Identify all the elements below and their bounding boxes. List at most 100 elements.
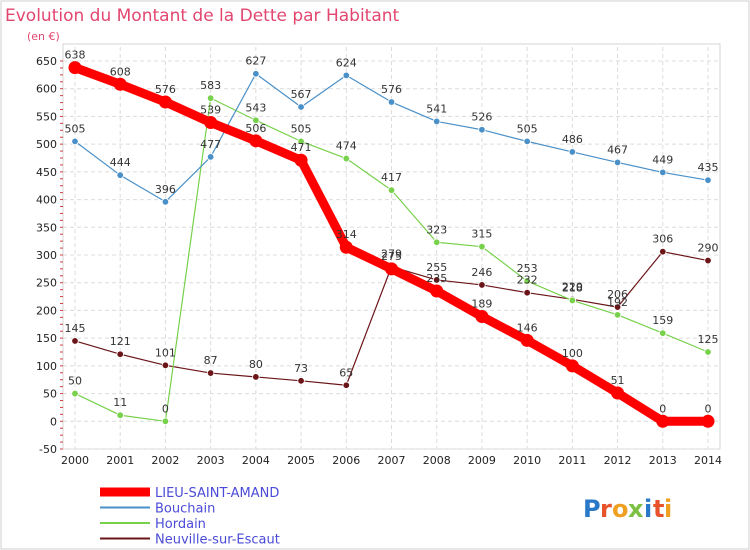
data-point <box>704 256 712 265</box>
logo-letter: i <box>644 495 652 523</box>
data-point <box>206 94 215 102</box>
data-point <box>339 240 353 254</box>
y-tick-label: 600 <box>36 83 57 96</box>
data-label: 232 <box>517 274 538 287</box>
data-point <box>161 361 170 370</box>
data-label: 146 <box>517 321 538 334</box>
x-tick-label: 2011 <box>558 454 586 467</box>
y-tick-label: 550 <box>36 110 57 123</box>
data-point <box>68 61 82 75</box>
data-label: 51 <box>611 374 625 387</box>
data-point <box>297 103 305 111</box>
data-label: 526 <box>471 111 492 124</box>
data-label: 101 <box>155 346 176 359</box>
data-point <box>433 276 441 284</box>
data-point <box>249 134 263 148</box>
y-tick-label: 100 <box>36 360 57 373</box>
data-label: 253 <box>517 262 538 275</box>
y-tick-label: 450 <box>36 166 57 179</box>
data-point <box>342 71 350 80</box>
data-label: 576 <box>381 83 402 96</box>
x-tick-label: 2014 <box>694 454 722 467</box>
data-label: 0 <box>659 402 666 415</box>
data-label: 206 <box>607 288 628 301</box>
data-label: 435 <box>698 161 719 174</box>
data-label: 467 <box>607 143 628 156</box>
data-label: 505 <box>291 122 312 135</box>
data-point <box>565 359 579 373</box>
x-tick-label: 2002 <box>151 454 179 467</box>
data-label: 486 <box>562 133 583 146</box>
logo-letter: t <box>653 495 664 523</box>
data-label: 471 <box>291 141 312 154</box>
legend-label: Hordain <box>155 517 206 532</box>
data-label: 449 <box>652 153 673 166</box>
data-label: 583 <box>200 79 221 92</box>
logo-letter: i <box>664 495 672 523</box>
data-point <box>116 411 124 419</box>
data-point <box>71 389 79 398</box>
y-tick-label: 650 <box>36 55 57 68</box>
data-label: 87 <box>204 354 218 367</box>
data-point <box>161 417 170 425</box>
data-label: 65 <box>339 366 353 379</box>
x-tick-label: 2010 <box>513 454 541 467</box>
data-point <box>206 153 215 161</box>
data-point <box>520 333 534 347</box>
y-tick-label: 300 <box>36 249 57 262</box>
data-label: 608 <box>110 65 131 78</box>
data-label: 417 <box>381 171 402 184</box>
data-point <box>158 95 172 109</box>
data-label: 396 <box>155 183 176 196</box>
data-point <box>433 117 441 126</box>
y-tick-label: 150 <box>36 332 57 345</box>
x-tick-label: 2006 <box>332 454 360 467</box>
y-tick-label: 500 <box>36 138 57 151</box>
legend-label: Neuville-sur-Escaut <box>155 533 280 548</box>
data-point <box>611 386 625 400</box>
data-point <box>294 153 308 167</box>
data-label: 627 <box>245 55 266 68</box>
data-point <box>613 311 622 319</box>
data-label: 121 <box>110 335 131 348</box>
data-point <box>568 148 577 156</box>
data-point <box>613 303 622 311</box>
data-label: 279 <box>381 248 402 261</box>
data-label: 638 <box>65 49 86 62</box>
x-tick-label: 2013 <box>649 454 677 467</box>
data-label: 189 <box>471 298 492 311</box>
data-label: 543 <box>245 101 266 114</box>
x-tick-label: 2000 <box>61 454 89 467</box>
data-point <box>387 186 396 194</box>
data-label: 505 <box>517 122 538 135</box>
data-label: 145 <box>65 322 86 335</box>
legend-label: LIEU-SAINT-AMAND <box>155 486 279 501</box>
data-point <box>568 296 577 305</box>
y-tick-label: 400 <box>36 194 57 207</box>
data-label: 314 <box>336 228 357 241</box>
data-point <box>701 414 715 428</box>
x-tick-label: 2003 <box>197 454 225 467</box>
data-point <box>113 77 127 91</box>
data-point <box>478 242 486 251</box>
data-point <box>387 98 396 106</box>
data-label: 323 <box>426 223 447 236</box>
data-point <box>656 414 670 428</box>
x-tick-label: 2007 <box>378 454 406 467</box>
data-label: 246 <box>471 266 492 279</box>
data-point <box>206 369 215 377</box>
x-tick-label: 2009 <box>468 454 496 467</box>
data-label: 0 <box>162 402 169 415</box>
data-label: 290 <box>698 242 719 255</box>
y-tick-label: -50 <box>39 443 57 456</box>
data-label: 624 <box>336 56 357 69</box>
data-point <box>523 137 531 146</box>
data-point <box>297 137 305 146</box>
data-label: 11 <box>113 396 127 409</box>
data-label: 0 <box>705 402 712 415</box>
data-point <box>71 137 79 146</box>
data-point <box>475 310 489 324</box>
data-point <box>161 198 170 206</box>
